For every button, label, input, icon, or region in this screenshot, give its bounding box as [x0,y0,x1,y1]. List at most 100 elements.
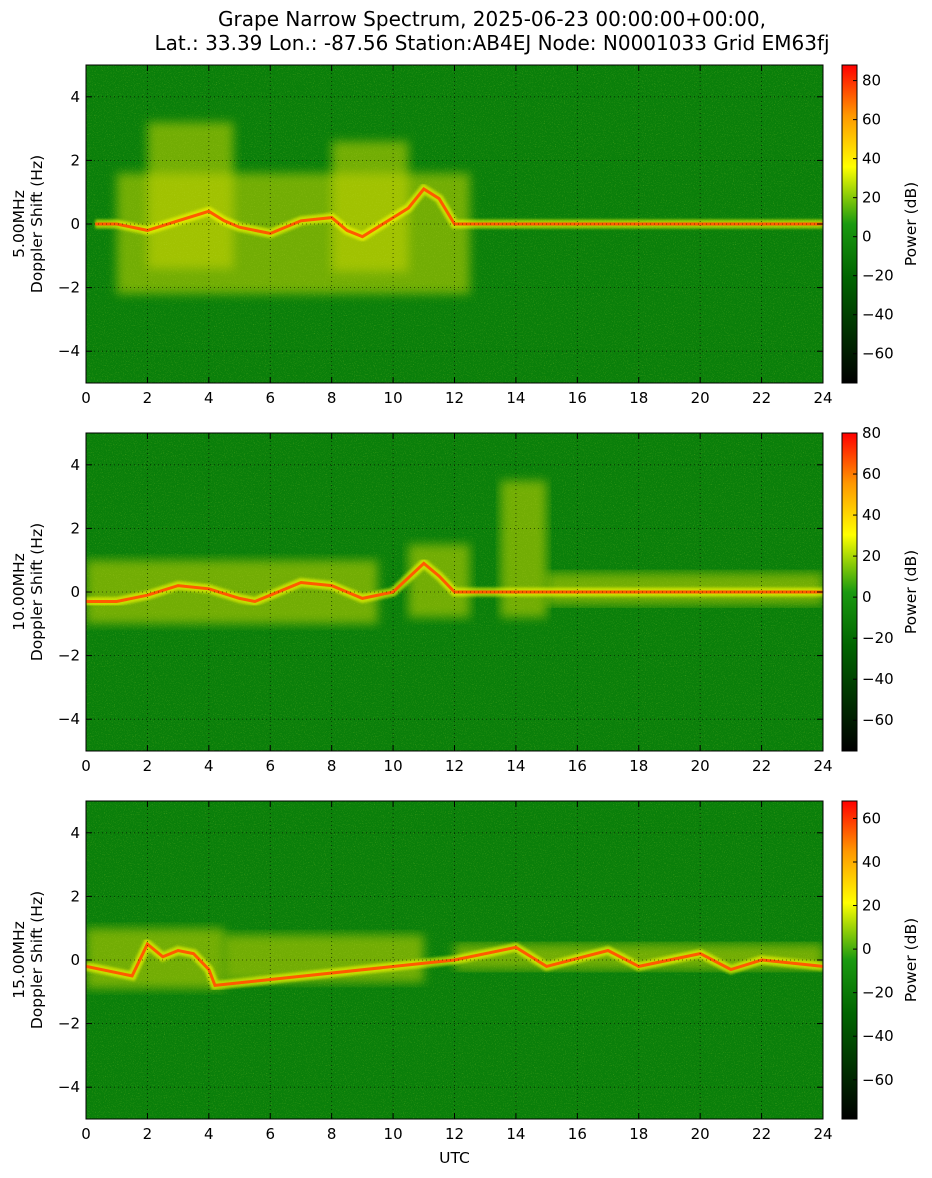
x-tick-label: 22 [752,1125,771,1143]
colorbar-tick-label: 80 [862,424,881,442]
x-tick-label: 14 [506,1125,525,1143]
colorbar-tick-label: −20 [862,984,894,1002]
y-tick-label: 4 [70,456,80,474]
x-tick-label: 10 [384,1125,403,1143]
x-tick-label: 10 [384,757,403,775]
doppler-trace [86,941,823,988]
x-tick-label: 6 [265,389,275,407]
colorbar-tick-label: −20 [862,629,894,647]
x-tick-label: 18 [629,1125,648,1143]
panel-10.00MHz: 0 2 4 6 8 10 12 14 16 18 20 22 24−4−202410.00MHzDopp… [10,424,920,775]
x-tick-label: 8 [327,757,337,775]
x-tick-label: 14 [506,389,525,407]
y-tick-label: 0 [70,951,80,969]
y-axis-label-line: Doppler Shift (Hz) [28,155,46,293]
x-tick-label: 16 [568,389,587,407]
colorbar-tick-label: 20 [862,897,881,915]
y-axis-label: 5.00MHzDoppler Shift (Hz) [10,155,46,293]
colorbar-tick-label: 0 [862,228,872,246]
colorbar-tick-label: 60 [862,809,881,827]
panel-5.00MHz: 0 2 4 6 8 10 12 14 16 18 20 22 24−4−20245.00MHzDoppl… [10,64,920,407]
x-tick-label: 0 [81,389,91,407]
x-tick-label: 4 [204,389,214,407]
colorbar-tick-label: 20 [862,189,881,207]
y-axis-label-line: Doppler Shift (Hz) [28,891,46,1029]
colorbar-tick-label: 80 [862,72,881,90]
colorbar [841,64,858,384]
x-tick-label: 2 [143,757,153,775]
x-tick-label: 18 [629,389,648,407]
colorbar-label: Power (dB) [902,918,920,1002]
colorbar [841,800,858,1120]
x-tick-label: 18 [629,757,648,775]
colorbar-tick-label: 60 [862,465,881,483]
colorbar-tick-label: 0 [862,588,872,606]
colorbar-tick-label: 60 [862,111,881,129]
y-tick-label: −4 [58,710,80,728]
y-tick-label: −2 [58,1015,80,1033]
x-tick-label: 22 [752,757,771,775]
y-tick-label: 0 [70,583,80,601]
x-tick-label: 0 [81,1125,91,1143]
y-tick-label: 2 [70,887,80,905]
colorbar-tick-label: 40 [862,853,881,871]
x-tick-label: 2 [143,389,153,407]
x-tick-label: 2 [143,1125,153,1143]
x-tick-label: 0 [81,757,91,775]
y-tick-label: 2 [70,151,80,169]
y-axis-label-line: 15.00MHz [10,921,28,999]
y-axis-label: 15.00MHzDoppler Shift (Hz) [10,891,46,1029]
x-tick-label: 20 [691,1125,710,1143]
colorbar-tick-label: 20 [862,547,881,565]
colorbar-tick-label: −60 [862,345,894,363]
x-tick-label: 20 [691,389,710,407]
x-tick-label: 14 [506,757,525,775]
x-tick-label: 12 [445,757,464,775]
x-tick-label: 24 [813,757,832,775]
y-tick-label: 4 [70,88,80,106]
colorbar-tick-label: 0 [862,940,872,958]
colorbar-tick-label: 40 [862,150,881,168]
y-tick-label: 0 [70,215,80,233]
y-tick-label: 2 [70,519,80,537]
x-tick-label: 6 [265,757,275,775]
y-axis-label: 10.00MHzDoppler Shift (Hz) [10,523,46,661]
colorbar-tick-label: 40 [862,506,881,524]
colorbar-tick-label: −40 [862,670,894,688]
x-tick-label: 12 [445,1125,464,1143]
x-tick-label: 4 [204,757,214,775]
x-tick-label: 6 [265,1125,275,1143]
x-tick-label: 24 [813,389,832,407]
y-tick-label: 4 [70,824,80,842]
colorbar-label: Power (dB) [902,182,920,266]
x-tick-label: 24 [813,1125,832,1143]
colorbar-label: Power (dB) [902,550,920,634]
y-tick-label: −4 [58,1078,80,1096]
x-tick-label: 8 [327,389,337,407]
y-tick-label: −4 [58,342,80,360]
figure-title-line1: Grape Narrow Spectrum, 2025-06-23 00:00:… [218,7,766,31]
x-tick-label: 10 [384,389,403,407]
x-tick-label: 20 [691,757,710,775]
colorbar-tick-label: −20 [862,267,894,285]
colorbar-tick-label: −40 [862,1027,894,1045]
colorbar-tick-label: −60 [862,1071,894,1089]
x-axis-label: UTC [439,1149,470,1167]
x-tick-label: 22 [752,389,771,407]
figure-title-line2: Lat.: 33.39 Lon.: -87.56 Station:AB4EJ N… [154,31,829,55]
x-tick-label: 16 [568,757,587,775]
y-axis-label-line: 5.00MHz [10,190,28,258]
y-tick-label: −2 [58,647,80,665]
x-tick-label: 8 [327,1125,337,1143]
y-axis-label-line: 10.00MHz [10,553,28,631]
colorbar [841,432,858,752]
x-tick-label: 4 [204,1125,214,1143]
y-axis-label-line: Doppler Shift (Hz) [28,523,46,661]
x-tick-label: 12 [445,389,464,407]
colorbar-tick-label: −40 [862,306,894,324]
x-tick-label: 16 [568,1125,587,1143]
y-tick-label: −2 [58,279,80,297]
colorbar-tick-label: −60 [862,711,894,729]
panel-15.00MHz: 0 2 4 6 8 10 12 14 16 18 20 22 24−4−202415.00MHzDopp… [10,800,920,1167]
